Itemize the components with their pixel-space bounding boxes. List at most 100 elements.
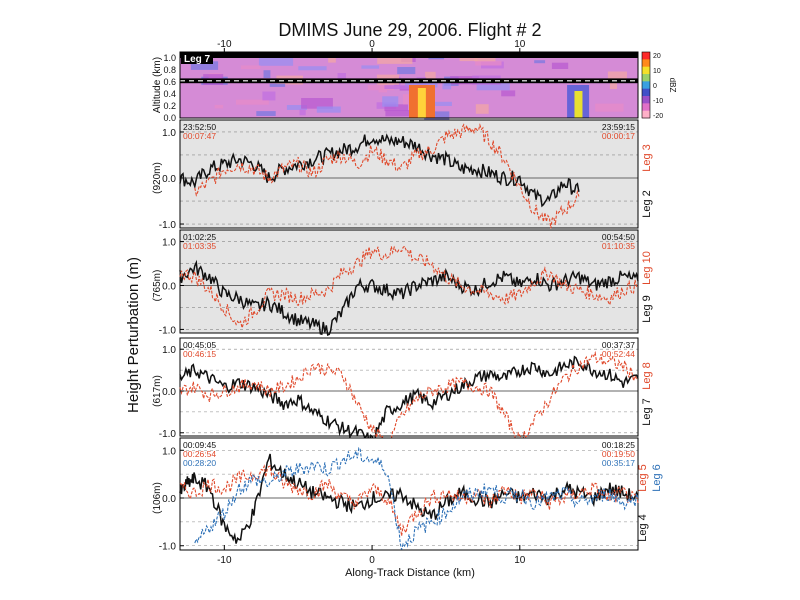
y-tick-label: 0.0: [162, 494, 176, 505]
time-label-end: 23:59:15: [602, 122, 635, 132]
time-label-start: 00:26:54: [183, 449, 216, 459]
reflectivity-texture: [377, 56, 413, 64]
series-line-red: [179, 245, 639, 330]
leg-label: Leg 4: [637, 514, 649, 542]
leg-label: Leg 2: [641, 190, 653, 218]
reflectivity-texture: [501, 90, 516, 97]
series-line-black: [179, 133, 580, 208]
leg-label: Leg 6: [651, 464, 663, 492]
reflectivity-texture: [382, 96, 399, 107]
altitude-tick-label: 0.4: [163, 89, 176, 99]
leg-label: Leg 8: [641, 362, 653, 390]
colorbar-swatch: [642, 81, 650, 90]
time-label-end: 00:52:44: [602, 349, 635, 359]
y-tick-label: -1.0: [159, 429, 177, 440]
reflectivity-texture: [551, 62, 569, 69]
time-label-end: 00:37:37: [602, 340, 635, 350]
colorbar-frame: [641, 51, 651, 119]
reflectivity-texture: [442, 78, 452, 90]
reflectivity-texture: [240, 65, 261, 70]
leg-label: Leg 7: [641, 398, 653, 426]
time-label-start: 00:46:15: [183, 349, 216, 359]
reflectivity-texture: [385, 110, 418, 117]
reflectivity-texture: [474, 56, 496, 62]
leg-label: Leg 10: [641, 251, 653, 285]
reflectivity-core: [417, 88, 426, 118]
colorbar-swatch: [642, 66, 650, 75]
reflectivity-texture: [190, 61, 219, 70]
time-label-end: 00:54:50: [602, 232, 635, 242]
panel-background: [180, 120, 638, 228]
y-tick-label: 1.0: [162, 345, 176, 356]
reflectivity-texture: [269, 83, 286, 87]
reflectivity-texture: [316, 106, 341, 113]
reflectivity-texture: [475, 104, 489, 114]
colorbar-tick-label: 20: [653, 53, 661, 60]
y-tick-label: 0.0: [162, 387, 176, 398]
series-line-red: [194, 123, 580, 229]
reflectivity-texture: [367, 85, 394, 91]
time-label-start: 01:02:25: [183, 232, 216, 242]
top-x-tick-label: 0: [369, 39, 375, 50]
altitude-tick-label: 0.0: [163, 113, 176, 123]
altitude-tick-label: 0.6: [163, 77, 176, 87]
reflectivity-texture: [256, 111, 276, 116]
x-tick-label: 10: [514, 555, 526, 566]
colorbar-swatch: [642, 88, 650, 97]
panel-altitude-label: (106m): [152, 482, 163, 514]
leg-label: Leg 9: [641, 295, 653, 323]
altitude-tick-label: 0.8: [163, 65, 176, 75]
reflectivity-texture: [384, 104, 408, 112]
y-tick-label: 1.0: [162, 446, 176, 457]
top-x-tick-label: -10: [217, 39, 232, 50]
leg-label: Leg 3: [641, 144, 653, 172]
reflectivity-texture: [397, 67, 416, 75]
time-label-start: 01:03:35: [183, 241, 216, 251]
time-label-start: 23:52:50: [183, 122, 216, 132]
panel-frame: [179, 437, 639, 551]
colorbar-tick-label: -10: [653, 98, 663, 105]
panel-altitude-label: (765m): [152, 270, 163, 302]
reflectivity-texture: [595, 103, 624, 112]
colorbar-swatch: [642, 96, 650, 104]
y-tick-label: 0.0: [162, 282, 176, 293]
time-label-end: 00:00:17: [602, 131, 635, 141]
reflectivity-texture: [607, 71, 627, 79]
time-label-start: 00:09:45: [183, 440, 216, 450]
series-line-blue: [194, 447, 639, 550]
reflectivity-texture: [476, 81, 510, 91]
time-label-end: 00:19:50: [602, 449, 635, 459]
time-label-start: 00:45:05: [183, 340, 216, 350]
altitude-tick-label: 0.2: [163, 101, 176, 111]
reflectivity-texture: [534, 60, 546, 64]
reflectivity-texture: [214, 104, 224, 109]
reflectivity-texture: [236, 99, 269, 105]
reflectivity-texture: [298, 66, 327, 71]
panel-frame: [179, 229, 639, 334]
chart-title: DMIMS June 29, 2006. Flight # 2: [278, 20, 542, 40]
reflectivity-texture: [328, 53, 336, 63]
time-label-end: 00:18:25: [602, 440, 635, 450]
series-line-black: [179, 259, 639, 337]
leg-label: Leg 5: [637, 464, 649, 492]
time-label-start: 00:07:47: [183, 131, 216, 141]
reflectivity-texture: [262, 91, 276, 101]
reflectivity-frame: [179, 51, 639, 119]
reflectivity-texture: [263, 70, 271, 78]
reflectivity-texture: [425, 71, 436, 81]
reflectivity-texture: [384, 85, 418, 89]
time-label-start: 00:28:20: [183, 458, 216, 468]
reflectivity-texture: [420, 101, 452, 106]
reflectivity-texture: [337, 73, 346, 84]
time-label-end: 00:35:17: [602, 458, 635, 468]
colorbar-tick-label: 0: [653, 83, 657, 90]
y-axis-label: Height Perturbation (m): [125, 257, 142, 413]
colorbar-tick-label: -20: [653, 113, 663, 120]
reflectivity-texture: [459, 57, 478, 62]
x-tick-label: 0: [369, 555, 375, 566]
altitude-tick-label: 1.0: [163, 53, 176, 63]
panel-frame: [179, 119, 639, 229]
y-tick-label: -1.0: [159, 542, 177, 553]
reflectivity-core: [574, 91, 583, 118]
